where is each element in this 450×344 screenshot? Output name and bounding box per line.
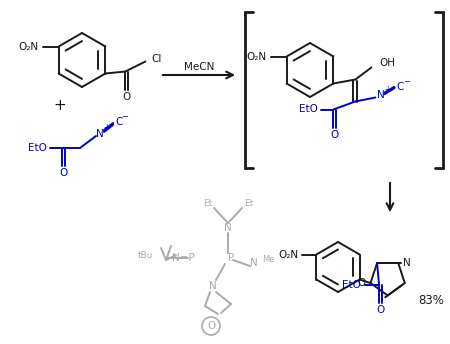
Text: MeCN: MeCN (184, 62, 214, 72)
Text: EtO: EtO (298, 105, 317, 115)
Text: Et: Et (244, 198, 253, 207)
Text: 83%: 83% (418, 293, 444, 307)
Text: tBu: tBu (138, 251, 153, 260)
Text: Et: Et (203, 198, 212, 207)
Text: Me: Me (262, 256, 274, 265)
Text: O: O (123, 93, 131, 103)
Text: OH: OH (379, 58, 396, 68)
Text: O: O (377, 305, 385, 315)
Text: O: O (207, 321, 215, 331)
Text: O: O (331, 129, 339, 140)
Text: N: N (224, 223, 232, 233)
Text: C: C (115, 117, 123, 127)
Text: O₂N: O₂N (18, 42, 39, 52)
Text: +: + (103, 123, 109, 132)
Text: O₂N: O₂N (278, 249, 298, 259)
Text: +: + (54, 97, 67, 112)
Text: O₂N: O₂N (247, 52, 266, 62)
Text: O: O (59, 168, 68, 178)
Text: EtO: EtO (342, 280, 361, 290)
Text: +: + (384, 85, 391, 94)
Text: P: P (228, 253, 234, 263)
Text: −: − (403, 77, 410, 86)
Text: N: N (96, 129, 104, 139)
Text: N: N (250, 258, 258, 268)
Text: Cl: Cl (151, 54, 162, 65)
Text: −: − (122, 112, 129, 121)
Text: O: O (357, 278, 365, 288)
Text: N=P: N=P (172, 253, 195, 263)
Text: C: C (397, 82, 404, 92)
Text: N: N (403, 258, 411, 268)
Text: N: N (377, 90, 384, 100)
Text: N: N (209, 281, 217, 291)
Text: EtO: EtO (28, 143, 47, 153)
